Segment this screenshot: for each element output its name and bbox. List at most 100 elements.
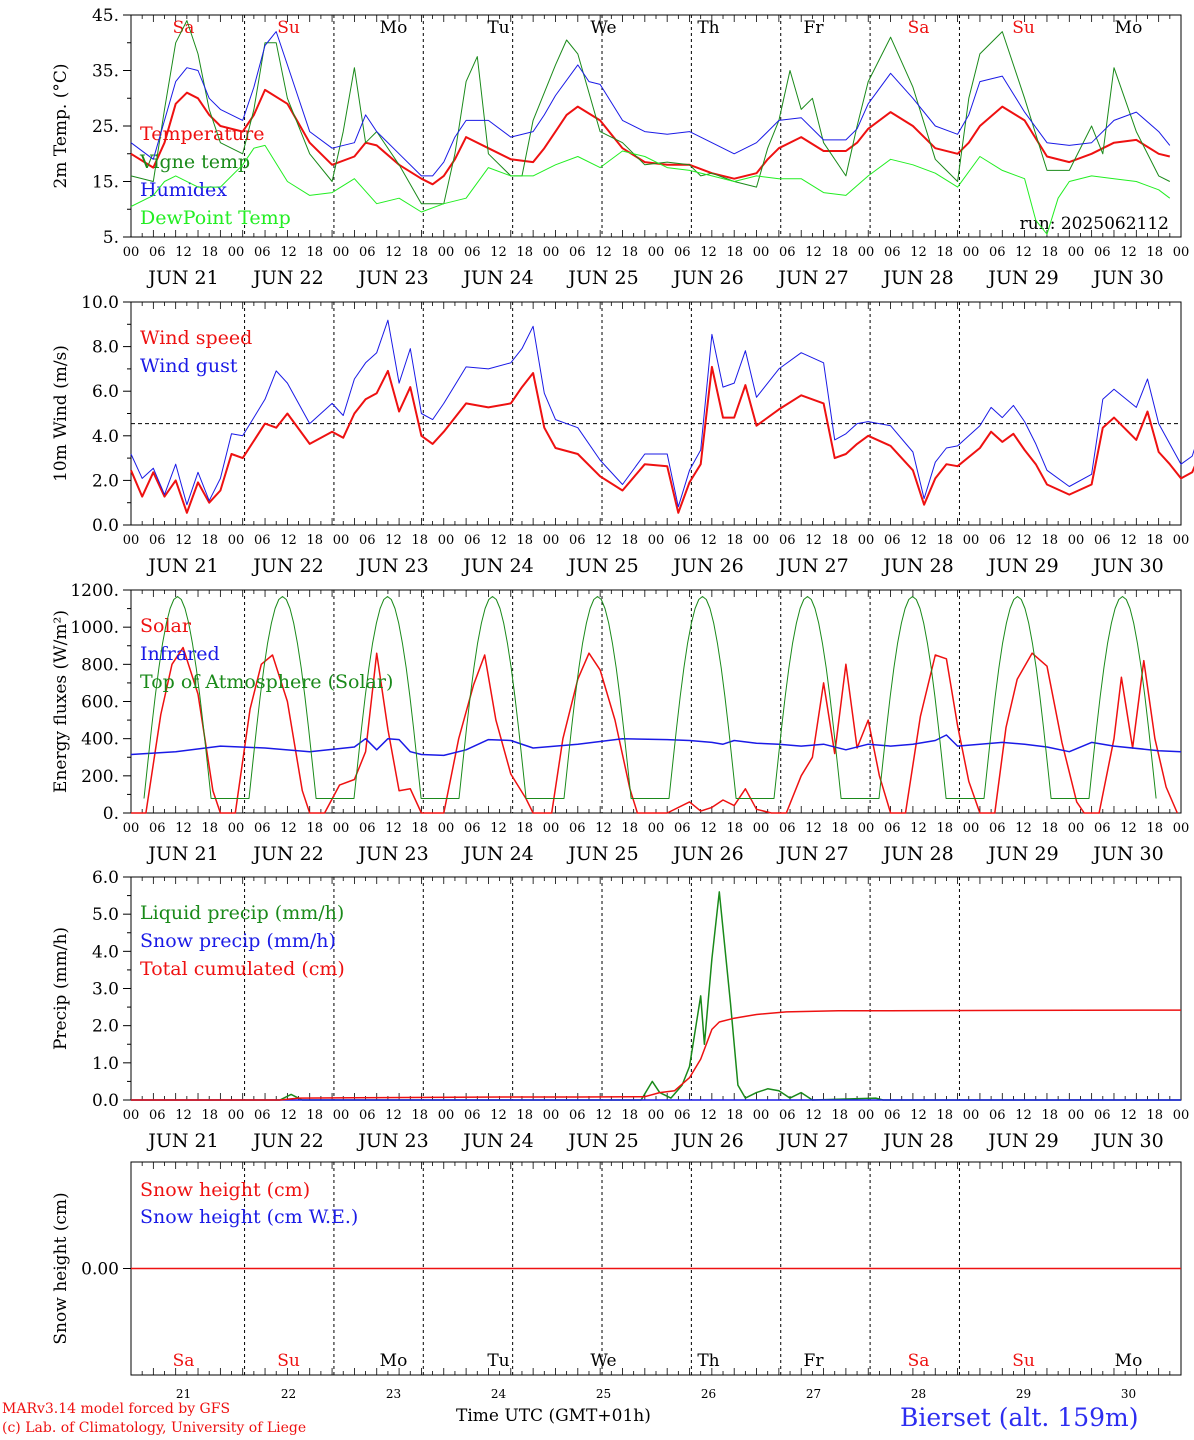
date-label: JUN 23 [356, 267, 428, 289]
hour-tick-label: 06 [464, 245, 481, 260]
hour-tick-label: 00 [438, 821, 455, 836]
y-tick-label: 2.0 [92, 1017, 119, 1037]
day-number-label: 28 [911, 1387, 926, 1401]
y-tick-label: 0.0 [92, 1091, 119, 1111]
hour-tick-label: 18 [726, 245, 743, 260]
date-label: JUN 22 [251, 555, 323, 577]
hour-tick-label: 12 [175, 1108, 192, 1123]
date-label: JUN 30 [1091, 1130, 1163, 1152]
date-label: JUN 29 [986, 1130, 1058, 1152]
y-tick-label: 0.0 [92, 516, 119, 536]
hour-tick-label: 00 [858, 1108, 875, 1123]
date-label: JUN 29 [986, 267, 1058, 289]
hour-tick-label: 18 [831, 1108, 848, 1123]
day-abbr-label: Th [697, 18, 719, 38]
day-abbr-label: Sa [908, 1351, 930, 1371]
hour-tick-label: 00 [333, 1108, 350, 1123]
hour-tick-label: 18 [726, 533, 743, 548]
hour-tick-label: 06 [674, 1108, 691, 1123]
y-tick-label: 35. [92, 62, 119, 82]
date-label: JUN 24 [461, 267, 533, 289]
day-abbr-label: Mo [380, 1351, 408, 1371]
y-tick-label: 1200. [70, 581, 119, 601]
date-label: JUN 25 [566, 267, 638, 289]
y-tick-label: 8.0 [92, 338, 119, 358]
hour-tick-label: 00 [648, 821, 665, 836]
legend-entry: Humidex [140, 179, 227, 201]
hour-tick-label: 12 [805, 245, 822, 260]
legend-entry: Total cumulated (cm) [140, 958, 345, 980]
hour-tick-label: 18 [831, 245, 848, 260]
hour-tick-label: 00 [333, 245, 350, 260]
hour-tick-label: 00 [1068, 245, 1085, 260]
hour-tick-label: 00 [228, 533, 245, 548]
hour-tick-label: 18 [306, 245, 323, 260]
hour-tick-label: 00 [858, 245, 875, 260]
y-axis-label: 2m Temp. (°C) [51, 63, 71, 188]
date-label: JUN 24 [461, 843, 533, 865]
hour-tick-label: 00 [963, 821, 980, 836]
hour-tick-label: 00 [1068, 1108, 1085, 1123]
hour-tick-label: 18 [621, 533, 638, 548]
hour-tick-label: 06 [779, 245, 796, 260]
hour-tick-label: 12 [490, 1108, 507, 1123]
hour-tick-label: 12 [595, 533, 612, 548]
plot-frame [130, 589, 1182, 814]
day-abbr-label: Fr [804, 18, 825, 38]
hour-tick-label: 12 [175, 821, 192, 836]
legend-entry: Snow height (cm) [140, 1179, 310, 1201]
run-label: run: 2025062112 [1020, 214, 1169, 234]
hour-tick-label: 06 [359, 245, 376, 260]
y-tick-label: 800. [81, 655, 119, 675]
date-label: JUN 30 [1091, 267, 1163, 289]
hour-tick-label: 12 [805, 533, 822, 548]
hour-tick-label: 06 [989, 821, 1006, 836]
x-axis-title: Time UTC (GMT+01h) [456, 1406, 651, 1426]
hour-tick-label: 06 [989, 533, 1006, 548]
hour-tick-label: 00 [1068, 533, 1085, 548]
date-label: JUN 23 [356, 843, 428, 865]
date-label: JUN 27 [776, 555, 848, 577]
hour-tick-label: 12 [700, 1108, 717, 1123]
y-tick-label: 6.0 [92, 868, 119, 888]
hour-tick-label: 00 [753, 245, 770, 260]
hour-tick-label: 00 [123, 245, 140, 260]
day-number-label: 29 [1016, 1387, 1031, 1401]
date-label: JUN 21 [146, 555, 218, 577]
hour-tick-label: 12 [595, 245, 612, 260]
y-tick-label: 200. [81, 767, 119, 787]
hour-tick-label: 06 [674, 533, 691, 548]
y-tick-label: 25. [92, 117, 119, 137]
hour-tick-label: 00 [648, 533, 665, 548]
hour-tick-label: 06 [464, 1108, 481, 1123]
day-number-label: 26 [701, 1387, 716, 1401]
hour-tick-label: 00 [1068, 821, 1085, 836]
hour-tick-label: 00 [648, 245, 665, 260]
hour-tick-label: 18 [306, 821, 323, 836]
hour-tick-label: 18 [831, 821, 848, 836]
hour-tick-label: 06 [674, 245, 691, 260]
hour-tick-label: 12 [1015, 1108, 1032, 1123]
hour-tick-label: 18 [936, 1108, 953, 1123]
hour-tick-label: 06 [149, 245, 166, 260]
day-number-label: 21 [176, 1387, 191, 1401]
day-abbr-label: Tu [487, 1351, 509, 1371]
hour-tick-label: 06 [884, 245, 901, 260]
hour-tick-label: 12 [700, 245, 717, 260]
hour-tick-label: 00 [753, 821, 770, 836]
hour-tick-label: 12 [910, 821, 927, 836]
hour-tick-label: 12 [280, 533, 297, 548]
y-tick-label: 15. [92, 173, 119, 193]
hour-tick-label: 06 [359, 533, 376, 548]
hour-tick-label: 00 [543, 1108, 560, 1123]
y-tick-label: 1.0 [92, 1054, 119, 1074]
series-line-blue [130, 31, 1171, 177]
day-abbr-label: Sa [173, 1351, 195, 1371]
hour-tick-label: 00 [228, 245, 245, 260]
day-abbr-label: Mo [380, 18, 408, 38]
hour-tick-label: 18 [1146, 1108, 1163, 1123]
y-tick-label: 400. [81, 730, 119, 750]
y-tick-label: 0.00 [81, 1260, 119, 1280]
date-label: JUN 21 [146, 267, 218, 289]
